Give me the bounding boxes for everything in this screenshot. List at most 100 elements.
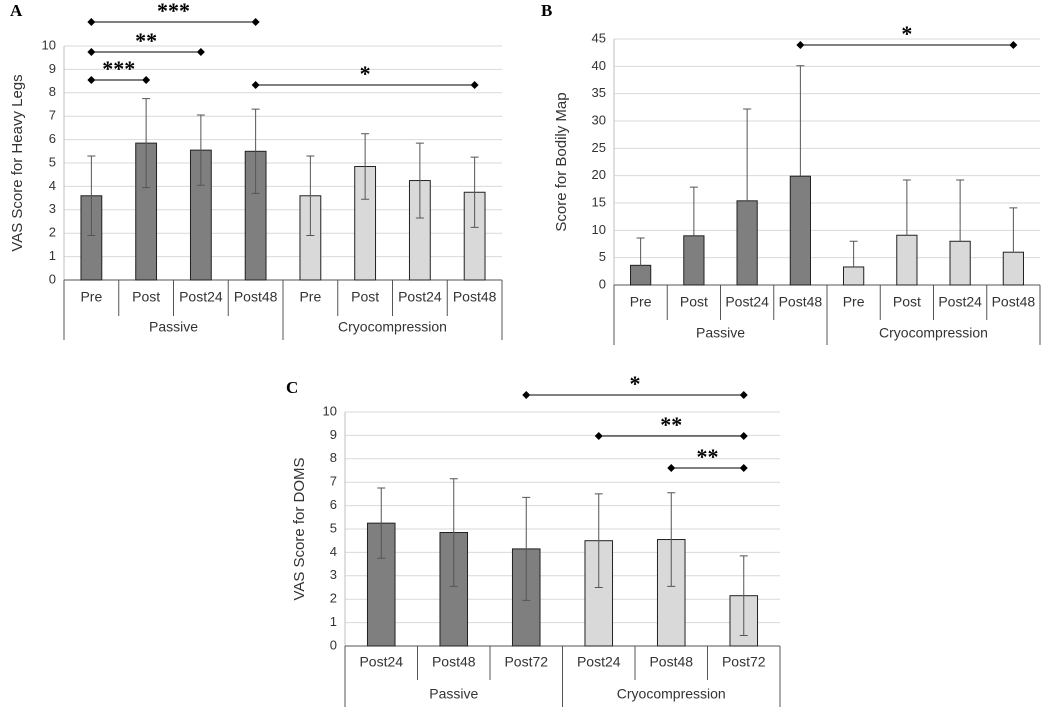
y-tick-label: 40: [592, 58, 606, 73]
x-tick-label: Post48: [649, 654, 693, 670]
y-tick-label: 20: [592, 167, 606, 182]
significance-end: [251, 18, 260, 26]
y-tick-label: 8: [49, 84, 56, 99]
y-tick-label: 5: [330, 520, 337, 535]
significance-end: [196, 48, 205, 56]
y-tick-label: 7: [49, 108, 56, 123]
error-bar: [689, 186, 698, 236]
significance-end: [470, 81, 479, 89]
x-tick-label: Post24: [179, 289, 223, 305]
error-bar: [796, 65, 805, 177]
error-bar: [956, 179, 965, 242]
error-bar: [636, 237, 645, 266]
y-tick-label: 0: [49, 271, 56, 286]
panel-label: C: [286, 378, 298, 397]
significance-label: **: [660, 412, 682, 437]
group-label: Cryocompression: [879, 325, 988, 341]
error-bar: [415, 142, 424, 219]
significance-end: [594, 432, 603, 440]
x-tick-label: Post: [680, 294, 708, 310]
significance-label: **: [135, 28, 157, 53]
error-bar: [196, 114, 205, 186]
error-bar: [849, 240, 858, 267]
y-tick-label: 25: [592, 140, 606, 155]
y-tick-label: 2: [330, 591, 337, 606]
significance-end: [1009, 41, 1018, 49]
y-tick-label: 10: [42, 37, 56, 52]
x-tick-label: Post48: [992, 294, 1036, 310]
x-tick-label: Post72: [504, 654, 548, 670]
x-tick-label: Post48: [779, 294, 823, 310]
significance-end: [667, 464, 676, 472]
bar: [949, 240, 971, 286]
bar: [683, 235, 705, 286]
significance-label: ***: [157, 0, 190, 23]
y-tick-label: 4: [49, 178, 56, 193]
y-tick-label: 5: [599, 249, 606, 264]
y-tick-label: 8: [330, 450, 337, 465]
error-bar: [251, 108, 260, 194]
y-tick-label: 6: [49, 131, 56, 146]
y-tick-label: 4: [330, 544, 337, 559]
x-tick-label: Post24: [359, 654, 403, 670]
group-label: Passive: [429, 686, 478, 702]
significance-end: [87, 76, 96, 84]
x-tick-label: Post48: [234, 289, 278, 305]
error-bar: [743, 108, 752, 201]
significance-end: [739, 464, 748, 472]
significance-end: [739, 391, 748, 399]
x-tick-label: Post48: [453, 289, 497, 305]
y-tick-label: 10: [592, 222, 606, 237]
x-tick-label: Pre: [630, 294, 652, 310]
significance-label: ***: [102, 56, 135, 81]
y-tick-label: 9: [330, 427, 337, 442]
error-bar: [667, 492, 676, 587]
y-tick-label: 30: [592, 112, 606, 127]
x-tick-label: Post24: [577, 654, 621, 670]
group-label: Cryocompression: [617, 686, 726, 702]
y-tick-label: 9: [49, 61, 56, 76]
x-tick-label: Pre: [843, 294, 865, 310]
group-label: Cryocompression: [338, 319, 447, 335]
error-bar: [522, 496, 531, 601]
y-tick-label: 6: [330, 497, 337, 512]
bar: [896, 234, 918, 286]
significance-label: *: [630, 371, 641, 396]
y-tick-label: 3: [49, 201, 56, 216]
bar: [656, 539, 686, 647]
bar: [789, 175, 811, 286]
significance-end: [522, 391, 531, 399]
error-bar: [306, 155, 315, 237]
bar: [843, 266, 865, 286]
error-bar: [377, 487, 386, 559]
significance-end: [87, 18, 96, 26]
error-bar: [449, 478, 458, 587]
x-tick-label: Post: [132, 289, 160, 305]
error-bar: [902, 179, 911, 236]
significance-end: [739, 432, 748, 440]
x-tick-label: Post: [893, 294, 921, 310]
group-label: Passive: [696, 325, 745, 341]
x-tick-label: Post24: [938, 294, 982, 310]
y-tick-label: 10: [323, 403, 337, 418]
y-tick-label: 2: [49, 225, 56, 240]
y-tick-label: 0: [599, 276, 606, 291]
y-tick-label: 5: [49, 154, 56, 169]
significance-end: [87, 48, 96, 56]
x-tick-label: Post48: [432, 654, 476, 670]
error-bar: [1009, 207, 1018, 253]
y-tick-label: 15: [592, 194, 606, 209]
y-tick-label: 1: [330, 614, 337, 629]
significance-label: *: [360, 61, 371, 86]
x-tick-label: Pre: [299, 289, 321, 305]
bar: [736, 200, 758, 286]
error-bar: [470, 156, 479, 228]
significance-end: [796, 41, 805, 49]
y-tick-label: 35: [592, 85, 606, 100]
panel-label: B: [541, 1, 552, 20]
x-tick-label: Post24: [725, 294, 769, 310]
significance-label: **: [697, 444, 719, 469]
significance-end: [251, 81, 260, 89]
error-bar: [361, 133, 370, 200]
